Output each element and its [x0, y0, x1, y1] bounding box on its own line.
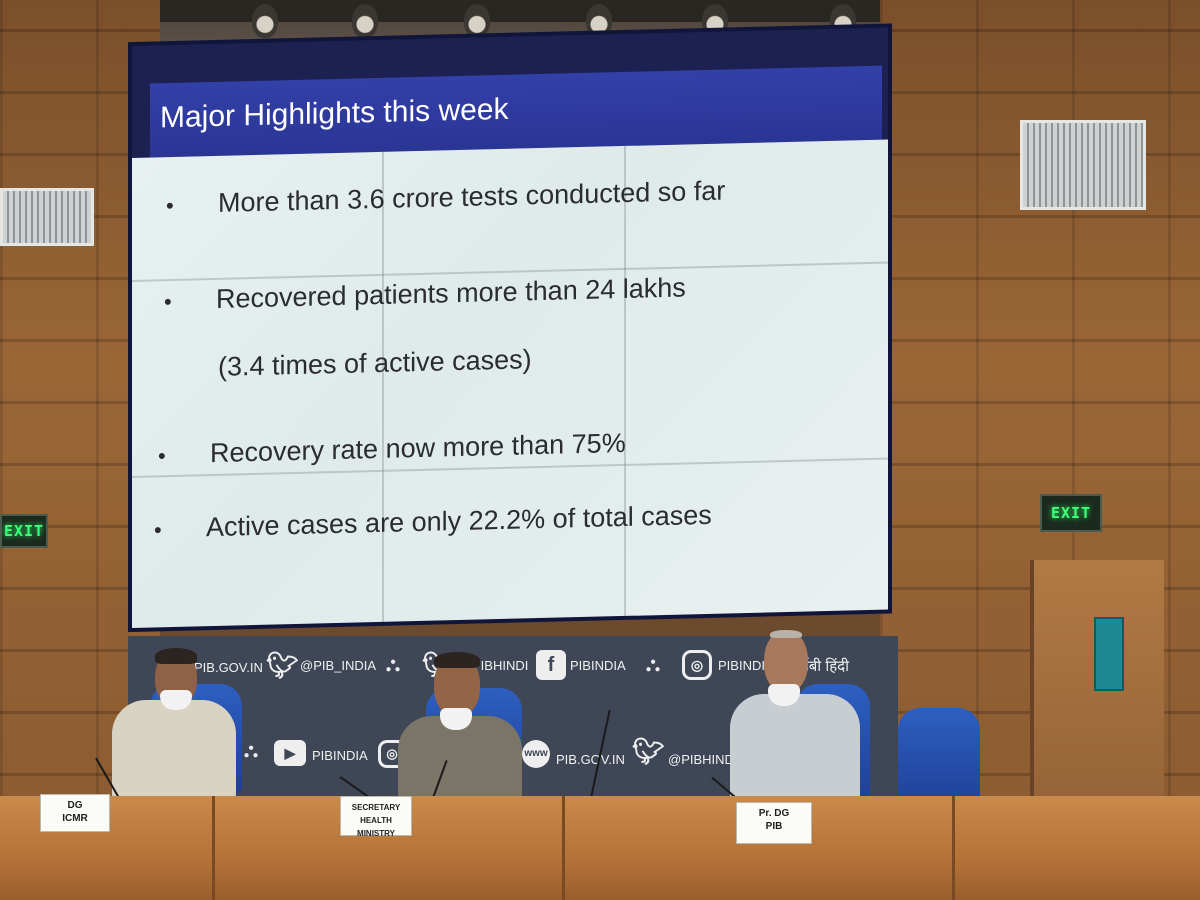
twitter-icon: 🐦︎ — [266, 650, 300, 680]
exit-sign: EXIT — [0, 514, 48, 548]
banner-label: PIBINDIA — [718, 658, 774, 673]
slide-bullet: • More than 3.6 crore tests conducted so … — [166, 176, 725, 221]
slide-body: • More than 3.6 crore tests conducted so … — [132, 139, 888, 629]
emblem-icon: ⛬ — [244, 740, 258, 762]
hair — [770, 630, 802, 638]
spotlight — [464, 4, 490, 38]
banner-label: PIB.GOV.IN — [194, 660, 263, 675]
head — [764, 630, 808, 692]
emblem-icon: ⛬ — [386, 654, 400, 676]
nameplate: DG ICMR — [40, 794, 110, 832]
banner-label: @PIB_INDIA — [300, 658, 377, 673]
conference-table — [0, 796, 1200, 900]
torso — [730, 694, 860, 806]
banner-label: @PIBHINDI — [668, 752, 738, 767]
nameplate-line: Pr. DG — [758, 808, 790, 819]
table-seam — [562, 796, 565, 900]
bullet-icon: • — [154, 517, 162, 543]
nameplate-line: HEALTH MINISTRY — [357, 816, 395, 838]
hair — [434, 652, 480, 668]
nameplate-line: ICMR — [62, 813, 88, 824]
bullet-text: Active cases are only 22.2% of total cas… — [206, 499, 712, 543]
air-vent — [0, 188, 94, 246]
spotlight — [252, 4, 278, 38]
door-window — [1094, 617, 1124, 691]
chair — [898, 708, 980, 812]
screen-panel-seam — [382, 151, 384, 622]
hair — [155, 648, 197, 664]
banner-label: PIBHINDI — [472, 658, 529, 673]
bullet-icon: • — [158, 443, 166, 469]
bullet-icon: • — [166, 192, 174, 219]
nameplate-line: DG — [67, 800, 83, 811]
bullet-icon: • — [164, 289, 172, 315]
bullet-text: Recovery rate now more than 75% — [210, 427, 626, 469]
nameplate: SECRETARY HEALTH MINISTRY — [340, 796, 412, 838]
nameplate: Pr. DG PIB — [736, 802, 812, 844]
table-seam — [212, 796, 215, 900]
spotlight — [586, 4, 612, 38]
torso — [398, 716, 522, 800]
instagram-icon: ◎ — [682, 650, 712, 680]
table-seam — [952, 796, 955, 900]
face-mask — [440, 708, 472, 730]
exit-sign: EXIT — [1040, 494, 1102, 532]
projection-screen: Major Highlights this week • More than 3.… — [132, 27, 888, 629]
screen-panel-seam — [624, 145, 626, 616]
facebook-icon: f — [536, 650, 566, 680]
emblem-icon: ⛬ — [646, 654, 660, 676]
www-icon: www — [522, 740, 550, 768]
nameplate-line: PIB — [765, 821, 783, 832]
slide-bullet-subtext: (3.4 times of active cases) — [218, 344, 532, 382]
face-mask — [768, 684, 800, 706]
slide-title: Major Highlights this week — [160, 92, 509, 135]
banner-label: PIBINDIA — [570, 658, 626, 673]
banner-label: PIB.GOV.IN — [556, 752, 625, 767]
bullet-text: More than 3.6 crore tests conducted so f… — [218, 175, 726, 218]
slide-bullet: • Active cases are only 22.2% of total ca… — [154, 500, 712, 545]
face-mask — [160, 690, 192, 710]
bullet-text: Recovered patients more than 24 lakhs — [216, 272, 686, 314]
youtube-icon: ▶ — [274, 740, 306, 766]
spotlight — [352, 4, 378, 38]
slide-bullet: • Recovery rate now more than 75% — [158, 428, 626, 470]
torso — [112, 700, 236, 800]
banner-label: PIBINDIA — [312, 748, 368, 763]
air-vent — [1020, 120, 1146, 210]
nameplate-line: SECRETARY — [351, 803, 401, 812]
twitter-icon: 🐦︎ — [632, 736, 666, 766]
